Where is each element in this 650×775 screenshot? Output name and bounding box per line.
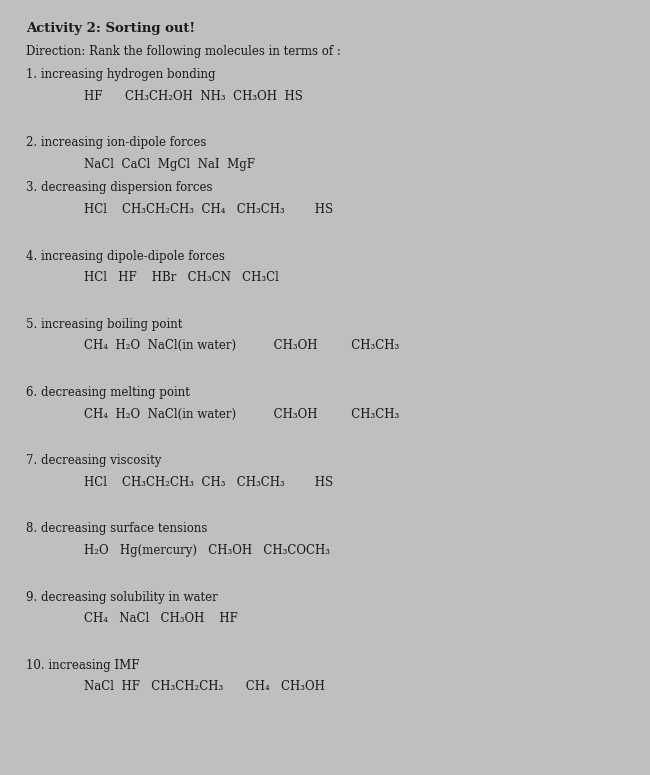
Text: 1. increasing hydrogen bonding: 1. increasing hydrogen bonding — [26, 68, 216, 81]
Text: CH₄   NaCl   CH₃OH    HF: CH₄ NaCl CH₃OH HF — [84, 612, 239, 625]
Text: HCl    CH₃CH₂CH₃  CH₃   CH₃CH₃        HS: HCl CH₃CH₂CH₃ CH₃ CH₃CH₃ HS — [84, 476, 333, 489]
Text: 7. decreasing viscosity: 7. decreasing viscosity — [26, 454, 161, 467]
Text: CH₄  H₂O  NaCl(in water)          CH₃OH         CH₃CH₃: CH₄ H₂O NaCl(in water) CH₃OH CH₃CH₃ — [84, 408, 400, 421]
Text: 2. increasing ion-dipole forces: 2. increasing ion-dipole forces — [26, 136, 207, 150]
Text: HF      CH₃CH₂OH  NH₃  CH₃OH  HS: HF CH₃CH₂OH NH₃ CH₃OH HS — [84, 90, 304, 103]
Text: 6. decreasing melting point: 6. decreasing melting point — [26, 386, 190, 399]
Text: 9. decreasing solubility in water: 9. decreasing solubility in water — [26, 591, 218, 604]
Text: HCl   HF    HBr   CH₃CN   CH₃Cl: HCl HF HBr CH₃CN CH₃Cl — [84, 271, 280, 284]
Text: Direction: Rank the following molecules in terms of :: Direction: Rank the following molecules … — [26, 45, 341, 58]
Text: 8. decreasing surface tensions: 8. decreasing surface tensions — [26, 522, 207, 536]
Text: NaCl  HF   CH₃CH₂CH₃      CH₄   CH₃OH: NaCl HF CH₃CH₂CH₃ CH₄ CH₃OH — [84, 680, 326, 694]
Text: CH₄  H₂O  NaCl(in water)          CH₃OH         CH₃CH₃: CH₄ H₂O NaCl(in water) CH₃OH CH₃CH₃ — [84, 339, 400, 353]
Text: 4. increasing dipole-dipole forces: 4. increasing dipole-dipole forces — [26, 250, 225, 263]
Text: Activity 2: Sorting out!: Activity 2: Sorting out! — [26, 22, 195, 35]
Text: NaCl  CaCl  MgCl  NaI  MgF: NaCl CaCl MgCl NaI MgF — [84, 158, 255, 171]
Text: 10. increasing IMF: 10. increasing IMF — [26, 659, 140, 672]
Text: 5. increasing boiling point: 5. increasing boiling point — [26, 318, 183, 331]
Text: HCl    CH₃CH₂CH₃  CH₄   CH₃CH₃        HS: HCl CH₃CH₂CH₃ CH₄ CH₃CH₃ HS — [84, 203, 333, 216]
Text: 3. decreasing dispersion forces: 3. decreasing dispersion forces — [26, 181, 213, 195]
Text: H₂O   Hg(mercury)   CH₃OH   CH₃COCH₃: H₂O Hg(mercury) CH₃OH CH₃COCH₃ — [84, 544, 330, 557]
